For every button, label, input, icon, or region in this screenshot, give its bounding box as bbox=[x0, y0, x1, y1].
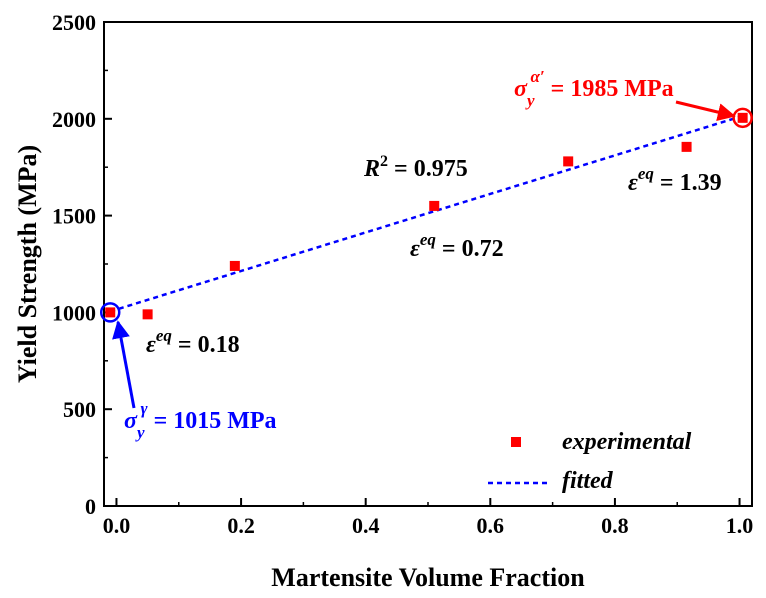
x-tick-label: 0.2 bbox=[227, 513, 255, 538]
legend-label-fitted: fitted bbox=[562, 468, 614, 494]
y-tick-label: 1000 bbox=[52, 300, 96, 325]
x-tick-label: 0.6 bbox=[477, 513, 505, 538]
data-point bbox=[142, 309, 153, 320]
x-axis-title: Martensite Volume Fraction bbox=[271, 563, 585, 592]
y-tick-label: 500 bbox=[63, 397, 96, 422]
x-tick-label: 0.4 bbox=[352, 513, 380, 538]
sigma-alpha-arrow bbox=[675, 100, 736, 121]
highlight-layer bbox=[99, 107, 753, 323]
y-axis: 0 500 1000 1500 2000 2500 bbox=[52, 10, 112, 519]
x-tick-label: 0.0 bbox=[103, 513, 131, 538]
data-point bbox=[681, 141, 692, 152]
legend: experimental fitted bbox=[488, 429, 692, 494]
data-point bbox=[563, 156, 574, 167]
strain-annotation-3: εeq = 1.39 bbox=[628, 164, 722, 196]
legend-label-experimental: experimental bbox=[562, 429, 692, 455]
fitted-line bbox=[109, 114, 744, 313]
sigma-gamma-arrow bbox=[112, 320, 136, 409]
fitted-line-layer bbox=[109, 114, 744, 313]
data-point bbox=[737, 112, 748, 123]
y-axis-title: Yield Strength (MPa) bbox=[13, 145, 42, 383]
x-tick-label: 0.8 bbox=[601, 513, 629, 538]
x-axis: 0.0 0.2 0.4 0.6 0.8 1.0 bbox=[103, 498, 754, 538]
strain-annotation-1: εeq = 0.18 bbox=[146, 326, 240, 358]
data-point bbox=[229, 260, 240, 271]
sigma-alpha-annotation: σyα′ = 1985 MPa bbox=[514, 67, 674, 110]
y-tick-label: 2500 bbox=[52, 10, 96, 35]
r-squared-annotation: R2 = 0.975 bbox=[363, 153, 468, 182]
legend-marker-experimental bbox=[511, 437, 521, 447]
x-tick-label: 1.0 bbox=[726, 513, 754, 538]
sigma-gamma-annotation: σyγ = 1015 MPa bbox=[124, 399, 277, 442]
highlight-ring bbox=[99, 302, 121, 323]
strain-annotation-2: εeq = 0.72 bbox=[410, 230, 504, 262]
y-tick-label: 0 bbox=[85, 494, 96, 519]
data-point bbox=[105, 307, 116, 318]
experimental-points-layer bbox=[105, 112, 748, 320]
y-tick-label: 1500 bbox=[52, 204, 96, 229]
y-tick-label: 2000 bbox=[52, 107, 96, 132]
data-point bbox=[429, 200, 440, 211]
